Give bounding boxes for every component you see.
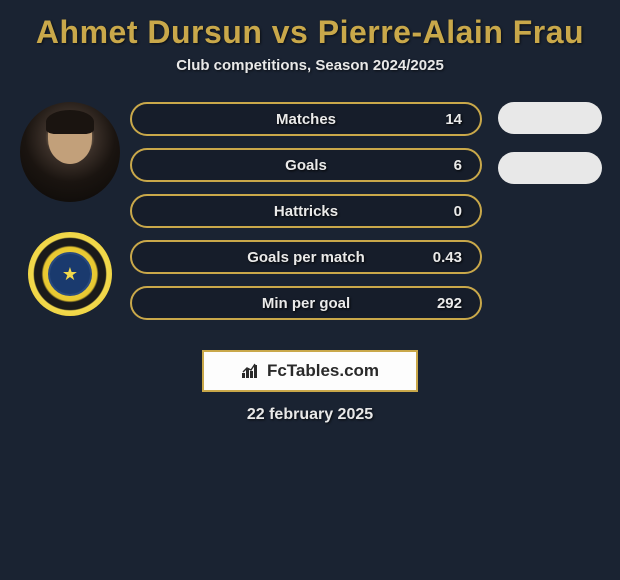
- right-column: [490, 102, 610, 332]
- stat-bar-gpm: Goals per match 0.43: [130, 240, 482, 274]
- stat-bar-goals: Goals 6: [130, 148, 482, 182]
- player-photo: [20, 102, 120, 202]
- stat-label: Min per goal: [262, 295, 350, 312]
- stat-value: 14: [445, 111, 462, 128]
- left-column: ★: [10, 102, 130, 332]
- opponent-pill-1: [498, 102, 602, 134]
- logo-text: FcTables.com: [267, 361, 379, 381]
- logo-box: FcTables.com: [202, 350, 418, 392]
- club-badge: ★: [28, 232, 112, 316]
- star-icon: ★: [62, 264, 78, 285]
- footer-date: 22 february 2025: [0, 406, 620, 424]
- stats-column: Matches 14 Goals 6 Hattricks 0 Goals per…: [130, 102, 490, 332]
- stat-label: Hattricks: [274, 203, 338, 220]
- stat-label: Goals: [285, 157, 327, 174]
- content-row: ★ Matches 14 Goals 6 Hattricks 0 Goals p…: [0, 102, 620, 332]
- stat-value: 292: [437, 295, 462, 312]
- stat-value: 6: [454, 157, 462, 174]
- stat-bar-matches: Matches 14: [130, 102, 482, 136]
- stat-value: 0.43: [433, 249, 462, 266]
- stat-label: Matches: [276, 111, 336, 128]
- page-title: Ahmet Dursun vs Pierre-Alain Frau: [0, 0, 620, 57]
- bar-chart-icon: [241, 363, 261, 379]
- stat-bar-mpg: Min per goal 292: [130, 286, 482, 320]
- stat-label: Goals per match: [247, 249, 365, 266]
- stat-bar-hattricks: Hattricks 0: [130, 194, 482, 228]
- subtitle: Club competitions, Season 2024/2025: [0, 57, 620, 74]
- club-badge-inner: ★: [48, 252, 92, 296]
- stat-value: 0: [454, 203, 462, 220]
- opponent-pill-2: [498, 152, 602, 184]
